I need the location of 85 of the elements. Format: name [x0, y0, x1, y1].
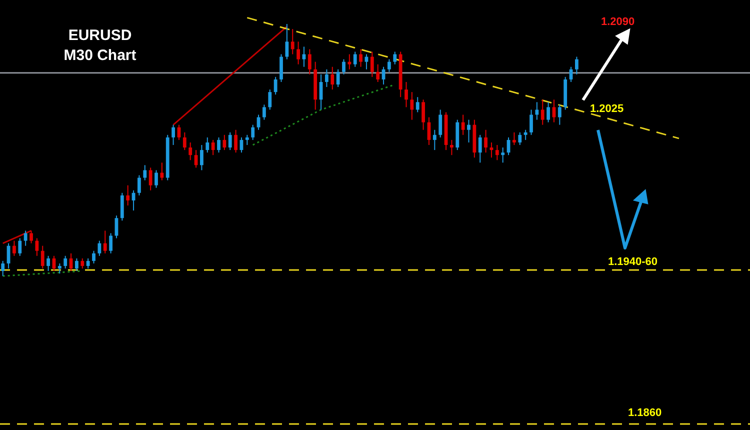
candlestick [330, 66, 334, 90]
candlestick [222, 134, 226, 151]
candlestick [450, 139, 454, 156]
candlestick [336, 68, 340, 88]
candlestick [302, 46, 306, 68]
candlestick [30, 230, 33, 244]
candlestick [410, 92, 414, 120]
candlestick [432, 129, 436, 151]
candlestick [388, 58, 391, 72]
candlestick [262, 104, 266, 120]
candlestick [206, 136, 210, 154]
candlestick [280, 54, 283, 82]
candlestick [109, 232, 112, 254]
candlestick [251, 124, 255, 140]
candlestick [172, 124, 175, 146]
candlestick [416, 96, 420, 113]
candlestick [274, 76, 278, 96]
candlestick [348, 54, 352, 70]
candlestick [296, 41, 300, 65]
candlestick [353, 51, 357, 68]
candlestick [40, 245, 44, 269]
candlestick [342, 58, 346, 75]
text: 1.1860 [628, 407, 662, 420]
candlestick [217, 136, 220, 154]
candlestick [461, 114, 465, 136]
candlestick [540, 99, 544, 126]
candlestick [290, 28, 294, 55]
candlestick [524, 129, 528, 140]
candlestick [268, 89, 272, 110]
candlestick [228, 132, 232, 151]
candlestick [200, 144, 204, 171]
candlestick [103, 230, 107, 254]
candlestick [501, 147, 505, 164]
annotation: 1.1940-60 [608, 256, 658, 268]
candlestick [535, 102, 539, 120]
annotation: 1.2025 [590, 103, 624, 116]
candlestick [393, 51, 397, 65]
candlestick [546, 102, 550, 123]
candlestick [98, 240, 102, 256]
candlestick [58, 262, 62, 274]
candlestick [46, 255, 50, 272]
candlestick [422, 99, 425, 130]
candlestick [188, 142, 192, 161]
candlestick [575, 56, 578, 75]
candlestick [245, 134, 249, 146]
candlestick [182, 132, 186, 151]
candlestick [64, 255, 68, 269]
candlestick [558, 104, 562, 126]
candlestick [359, 48, 362, 68]
candlestick [148, 167, 152, 191]
candlestick [325, 68, 328, 88]
candlestick [495, 144, 499, 161]
text: M30 Chart [62, 46, 138, 66]
candlestick [24, 230, 28, 246]
candlestick [75, 258, 78, 272]
candlestick [12, 240, 16, 256]
candlestick [552, 99, 556, 123]
candlestick [35, 238, 39, 256]
candlestick [126, 184, 130, 206]
candlestick [80, 258, 84, 269]
candlestick [285, 24, 289, 60]
candlestick [478, 134, 482, 164]
candlestick [234, 129, 238, 154]
candlestick [484, 129, 488, 154]
candlestick [154, 170, 158, 188]
candlestick [18, 238, 22, 256]
candlestick [86, 258, 90, 269]
candlestick [370, 51, 374, 78]
candlestick [512, 132, 516, 146]
candlestick [160, 162, 164, 181]
candlestick [92, 250, 96, 264]
candlestick [438, 109, 442, 138]
candlestick [1, 260, 5, 277]
candlestick [211, 139, 215, 156]
candlestick [143, 164, 147, 181]
candlestick [376, 64, 380, 82]
candlestick [518, 132, 522, 146]
candlestick [467, 119, 470, 143]
candlestick [530, 109, 533, 136]
chart-title: EURUSD [67, 26, 133, 46]
candlestick [404, 81, 408, 108]
candlestick [138, 174, 141, 196]
annotation: 1.2090 [601, 16, 635, 28]
candlestick [120, 192, 124, 222]
candlestick [308, 48, 312, 75]
